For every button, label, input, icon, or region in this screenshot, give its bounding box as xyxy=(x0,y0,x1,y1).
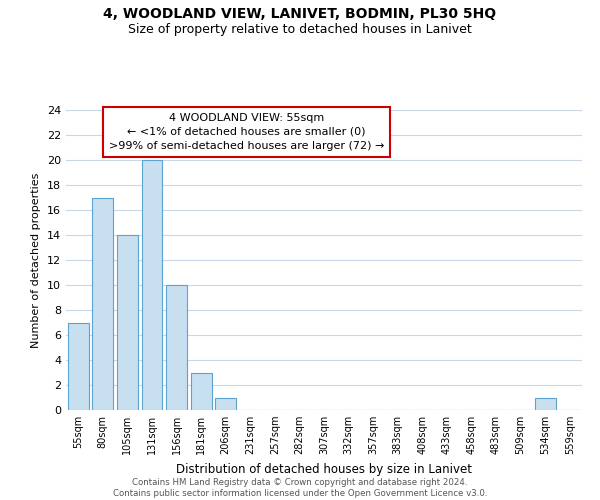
Text: Size of property relative to detached houses in Lanivet: Size of property relative to detached ho… xyxy=(128,22,472,36)
Bar xyxy=(142,160,163,410)
Bar xyxy=(191,372,212,410)
Bar xyxy=(117,235,138,410)
Y-axis label: Number of detached properties: Number of detached properties xyxy=(31,172,41,348)
X-axis label: Distribution of detached houses by size in Lanivet: Distribution of detached houses by size … xyxy=(176,462,472,475)
Text: Contains HM Land Registry data © Crown copyright and database right 2024.
Contai: Contains HM Land Registry data © Crown c… xyxy=(113,478,487,498)
Text: 4, WOODLAND VIEW, LANIVET, BODMIN, PL30 5HQ: 4, WOODLAND VIEW, LANIVET, BODMIN, PL30 … xyxy=(103,8,497,22)
Bar xyxy=(535,398,556,410)
Text: 4 WOODLAND VIEW: 55sqm
← <1% of detached houses are smaller (0)
>99% of semi-det: 4 WOODLAND VIEW: 55sqm ← <1% of detached… xyxy=(109,113,384,151)
Bar xyxy=(92,198,113,410)
Bar xyxy=(166,285,187,410)
Bar xyxy=(215,398,236,410)
Bar xyxy=(68,322,89,410)
